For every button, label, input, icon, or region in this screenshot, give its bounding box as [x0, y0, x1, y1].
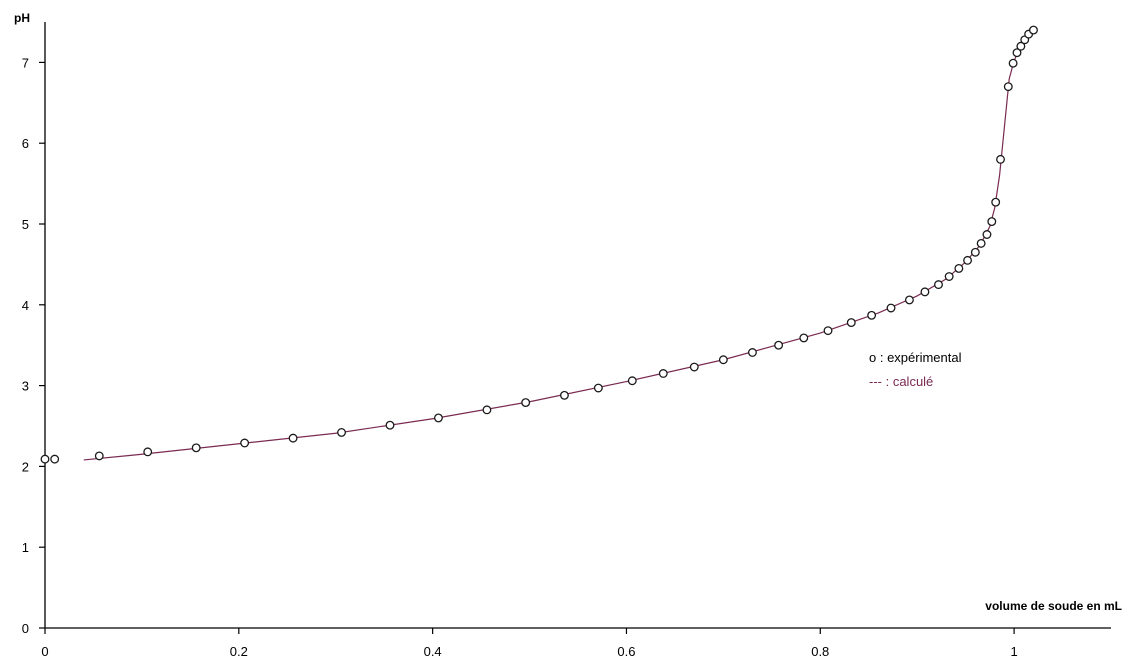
experimental-point: [191, 443, 201, 453]
x-tick-label: 0.8: [811, 644, 829, 659]
experimental-point: [559, 390, 569, 400]
experimental-point: [1008, 58, 1018, 68]
experimental-point: [799, 333, 809, 343]
x-tick-label: 0.6: [617, 644, 635, 659]
experimental-point: [1003, 82, 1013, 92]
experimental-point: [40, 454, 50, 464]
experimental-point: [996, 154, 1005, 164]
experimental-point: [920, 287, 930, 297]
experimental-point: [976, 238, 986, 248]
x-tick-label: 0.4: [424, 644, 442, 659]
experimental-point: [521, 398, 531, 408]
y-tick-label: 0: [22, 621, 29, 636]
experimental-point: [627, 376, 637, 386]
y-tick-label: 5: [22, 217, 29, 232]
experimental-point: [987, 217, 997, 227]
experimental-point: [593, 383, 603, 393]
experimental-point: [240, 438, 250, 448]
experimental-point: [94, 451, 104, 461]
experimental-point: [385, 420, 395, 430]
experimental-point: [904, 295, 914, 305]
experimental-point: [886, 303, 896, 313]
experimental-point: [1029, 25, 1038, 35]
experimental-point: [1012, 48, 1022, 58]
experimental-point: [337, 428, 346, 437]
x-ticks: 0 0.2 0.4 0.6 0.8 1: [41, 628, 1018, 659]
experimental-point: [482, 405, 492, 415]
experimental-point: [718, 355, 728, 365]
y-tick-label: 7: [22, 55, 29, 70]
experimental-point: [774, 340, 784, 350]
experimental-point: [944, 272, 954, 281]
y-tick-label: 1: [22, 540, 29, 555]
experimental-point: [963, 255, 973, 265]
calculated-curve: [83, 29, 1034, 461]
y-tick-label: 3: [22, 379, 29, 394]
legend-entry-experimental: o : expérimental: [869, 350, 962, 365]
experimental-point: [50, 454, 60, 464]
experimental-point: [1016, 41, 1026, 51]
y-tick-label: 6: [22, 136, 29, 151]
legend: o : expérimental --- : calculé: [869, 350, 962, 389]
x-axis-title: volume de soude en mL: [985, 599, 1122, 613]
experimental-point: [991, 197, 1001, 207]
experimental-point: [143, 447, 153, 457]
experimental-point: [846, 318, 856, 328]
experimental-series: [40, 25, 1038, 464]
axes: 0 0.2 0.4 0.6 0.8 1 0 1 2 3 4 5 6 7 pH volume de sou…: [14, 11, 1122, 659]
y-ticks: 0 1 2 3 4 5 6 7: [22, 55, 45, 636]
experimental-point: [823, 326, 833, 336]
experimental-point: [970, 247, 980, 257]
experimental-point: [689, 362, 699, 372]
x-tick-label: 0: [41, 644, 48, 659]
experimental-point: [747, 348, 757, 357]
legend-entry-calculated: --- : calculé: [869, 374, 933, 389]
x-tick-label: 1: [1010, 644, 1017, 659]
x-tick-label: 0.2: [230, 644, 248, 659]
calculated-series: [83, 29, 1034, 461]
experimental-point: [434, 413, 443, 423]
y-axis-title: pH: [14, 11, 30, 25]
y-tick-label: 2: [22, 459, 29, 474]
experimental-point: [288, 433, 298, 443]
experimental-point: [658, 369, 668, 378]
experimental-point: [954, 263, 964, 273]
experimental-point: [982, 230, 992, 239]
experimental-point: [867, 310, 877, 320]
experimental-point: [934, 280, 943, 290]
y-tick-label: 4: [22, 298, 29, 313]
